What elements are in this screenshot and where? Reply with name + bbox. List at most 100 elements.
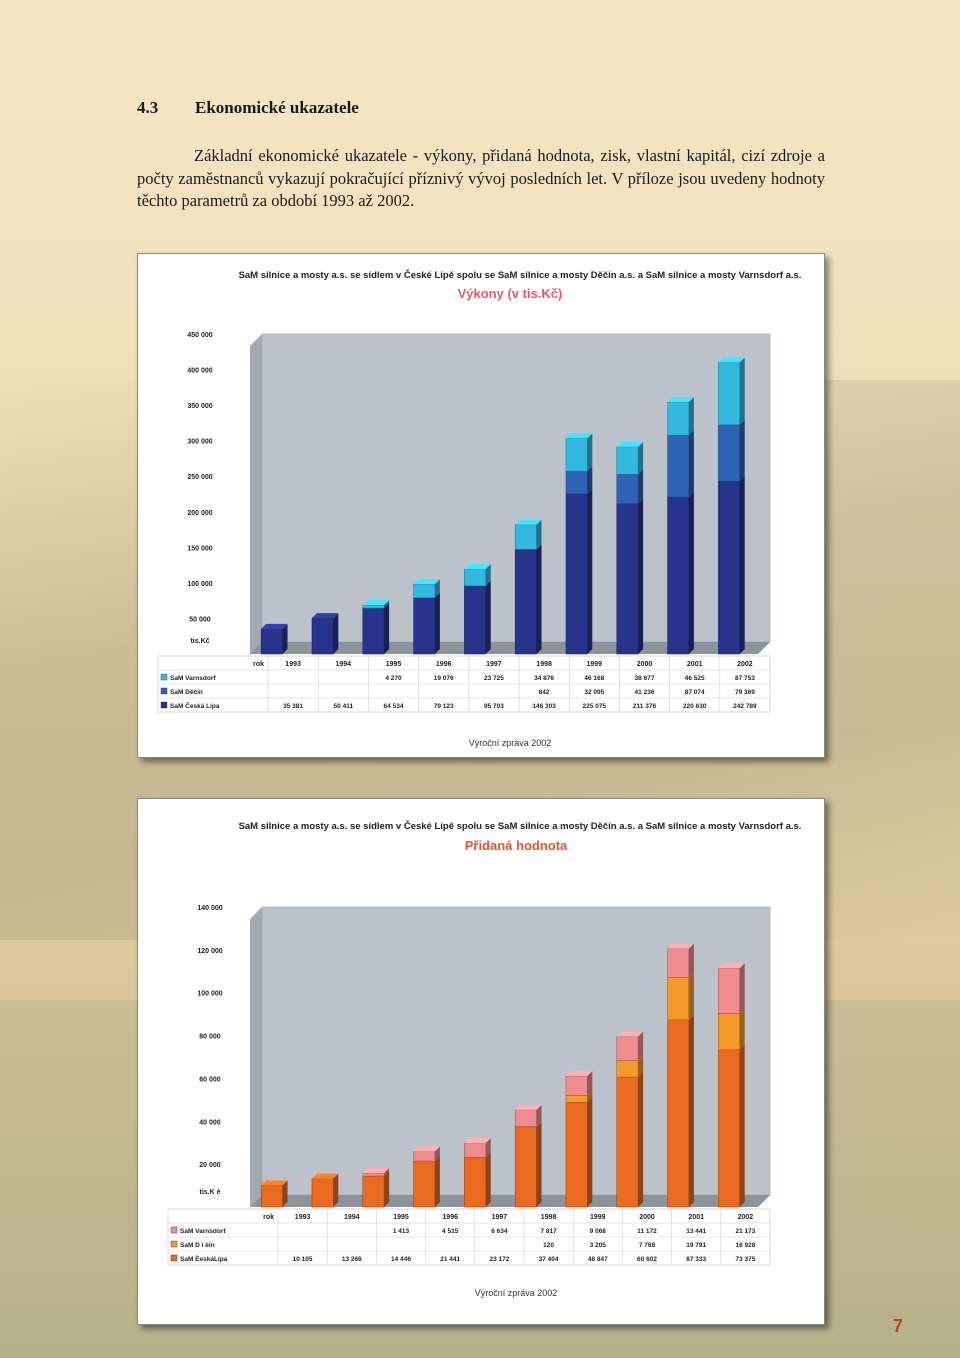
x-tick-label: 2002 — [738, 1214, 754, 1221]
legend-swatch — [160, 673, 168, 681]
bar-segment-side — [638, 498, 644, 654]
bar-segment-side — [739, 357, 745, 425]
bar-segment — [260, 628, 283, 655]
x-tick-label: 1998 — [536, 661, 552, 668]
bar-segment-top — [616, 1031, 644, 1037]
bar-segment — [514, 549, 537, 655]
data-label: 211 376 — [633, 703, 657, 710]
x-tick-label: 1994 — [344, 1214, 360, 1221]
bar-segment-side — [638, 1072, 644, 1207]
data-label: 4 270 — [385, 675, 402, 682]
x-tick-label: 1995 — [393, 1214, 409, 1221]
section-title: Ekonomické ukazatele — [195, 98, 359, 117]
data-label: 120 — [543, 1242, 554, 1249]
data-label: 21 173 — [735, 1228, 755, 1235]
chart-subtitle: Výkony (v tis.Kč) — [458, 286, 563, 301]
x-tick-label: 1999 — [587, 661, 603, 668]
bar-segment — [718, 362, 740, 426]
bar-segment-top — [718, 963, 745, 969]
data-label: 13 441 — [686, 1228, 706, 1235]
bar-segment — [667, 1019, 690, 1208]
legend-label: SaM Děčín — [170, 689, 203, 696]
bar-segment-top — [413, 579, 440, 585]
data-label: 7 817 — [540, 1228, 557, 1235]
data-label: 3 205 — [590, 1242, 607, 1249]
bar-segment-top — [362, 1168, 390, 1174]
page-number: 7 — [893, 1316, 904, 1336]
data-label: 16 928 — [735, 1242, 755, 1249]
legend-swatch — [160, 687, 168, 695]
data-label: 87 074 — [685, 689, 705, 696]
chart-subtitle: Přidaná hodnota — [465, 838, 568, 853]
x-tick-label: 2001 — [688, 1214, 704, 1221]
data-label: 34 876 — [534, 675, 554, 682]
legend-label: SaM Varnsdorf — [180, 1228, 226, 1235]
x-tick-label: 2000 — [637, 661, 653, 668]
y-tick-label: 80 000 — [199, 1034, 221, 1041]
bar-segment — [718, 481, 740, 655]
bar-segment — [718, 424, 740, 482]
legend-swatch — [160, 701, 168, 709]
bar-segment — [667, 496, 690, 655]
chart-footer: Výroční zpráva 2002 — [469, 738, 552, 748]
bar-segment — [616, 503, 639, 655]
bar-segment — [413, 1160, 436, 1208]
data-label: 37 404 — [539, 1256, 559, 1263]
data-label: 87 333 — [686, 1256, 706, 1263]
bar-segment-side — [333, 613, 339, 654]
bar-segment-side — [587, 433, 593, 472]
bar-segment-side — [434, 579, 440, 598]
plot-side-wall — [250, 334, 262, 654]
bar-segment — [718, 1049, 740, 1208]
bar-segment-side — [587, 1097, 593, 1207]
y-tick-label: 120 000 — [197, 948, 222, 955]
y-tick-label: 150 000 — [187, 545, 212, 552]
x-tick-label: 1999 — [590, 1214, 606, 1221]
section-heading: 4.3 Ekonomické ukazatele — [137, 98, 359, 118]
bar-segment — [565, 493, 588, 655]
bar-segment-side — [536, 519, 542, 550]
data-label: 64 534 — [384, 703, 404, 710]
data-label: 19 791 — [686, 1242, 706, 1249]
bar-segment — [718, 967, 740, 1014]
bar-segment-top — [515, 1104, 542, 1110]
bar-segment-side — [739, 419, 745, 482]
bar-segment-side — [739, 1008, 745, 1050]
bar-segment — [464, 585, 486, 655]
bar-segment-top — [515, 519, 542, 525]
data-label: 7 768 — [639, 1242, 656, 1249]
x-tick-label: 2001 — [687, 661, 703, 668]
bar-segment-top — [261, 623, 288, 629]
data-label: 23 172 — [489, 1256, 509, 1263]
bar-segment — [362, 607, 385, 655]
bar-segment — [514, 1109, 537, 1127]
chart-pridana-hodnota: SaM silnice a mosty a.s. se sídlem v Čes… — [167, 820, 802, 1298]
chart-title: SaM silnice a mosty a.s. se sídlem v Čes… — [239, 820, 802, 832]
bar-segment-side — [536, 1121, 542, 1207]
data-label: 79 123 — [434, 703, 454, 710]
data-label: 1 413 — [393, 1228, 410, 1235]
y-tick-label: 300 000 — [187, 439, 212, 446]
x-tick-label: 1996 — [442, 1214, 458, 1221]
bar-segment-top — [667, 397, 694, 403]
legend-swatch — [170, 1240, 178, 1248]
bar-segment-side — [434, 1146, 440, 1162]
chart-panel-pridana-hodnota: SaM silnice a mosty a.s. se sídlem v Čes… — [137, 798, 825, 1325]
bar-segment — [616, 474, 639, 504]
x-axis-label: rok — [253, 661, 264, 668]
bar-segment — [464, 568, 486, 587]
y-tick-label: 250 000 — [187, 474, 212, 481]
y-tick-label: 140 000 — [197, 905, 222, 912]
bar-segment — [667, 948, 690, 978]
bar-segment — [667, 434, 690, 498]
bar-segment-top — [464, 1138, 491, 1144]
data-label: 41 236 — [635, 689, 655, 696]
bar-segment-side — [282, 1180, 288, 1207]
data-label: 14 446 — [391, 1256, 411, 1263]
data-label: 23 725 — [484, 675, 504, 682]
data-label: 32 095 — [584, 689, 604, 696]
bar-segment-side — [434, 592, 440, 654]
data-label: 6 634 — [491, 1228, 508, 1235]
bar-segment — [616, 446, 639, 475]
data-label: 95 703 — [484, 703, 504, 710]
